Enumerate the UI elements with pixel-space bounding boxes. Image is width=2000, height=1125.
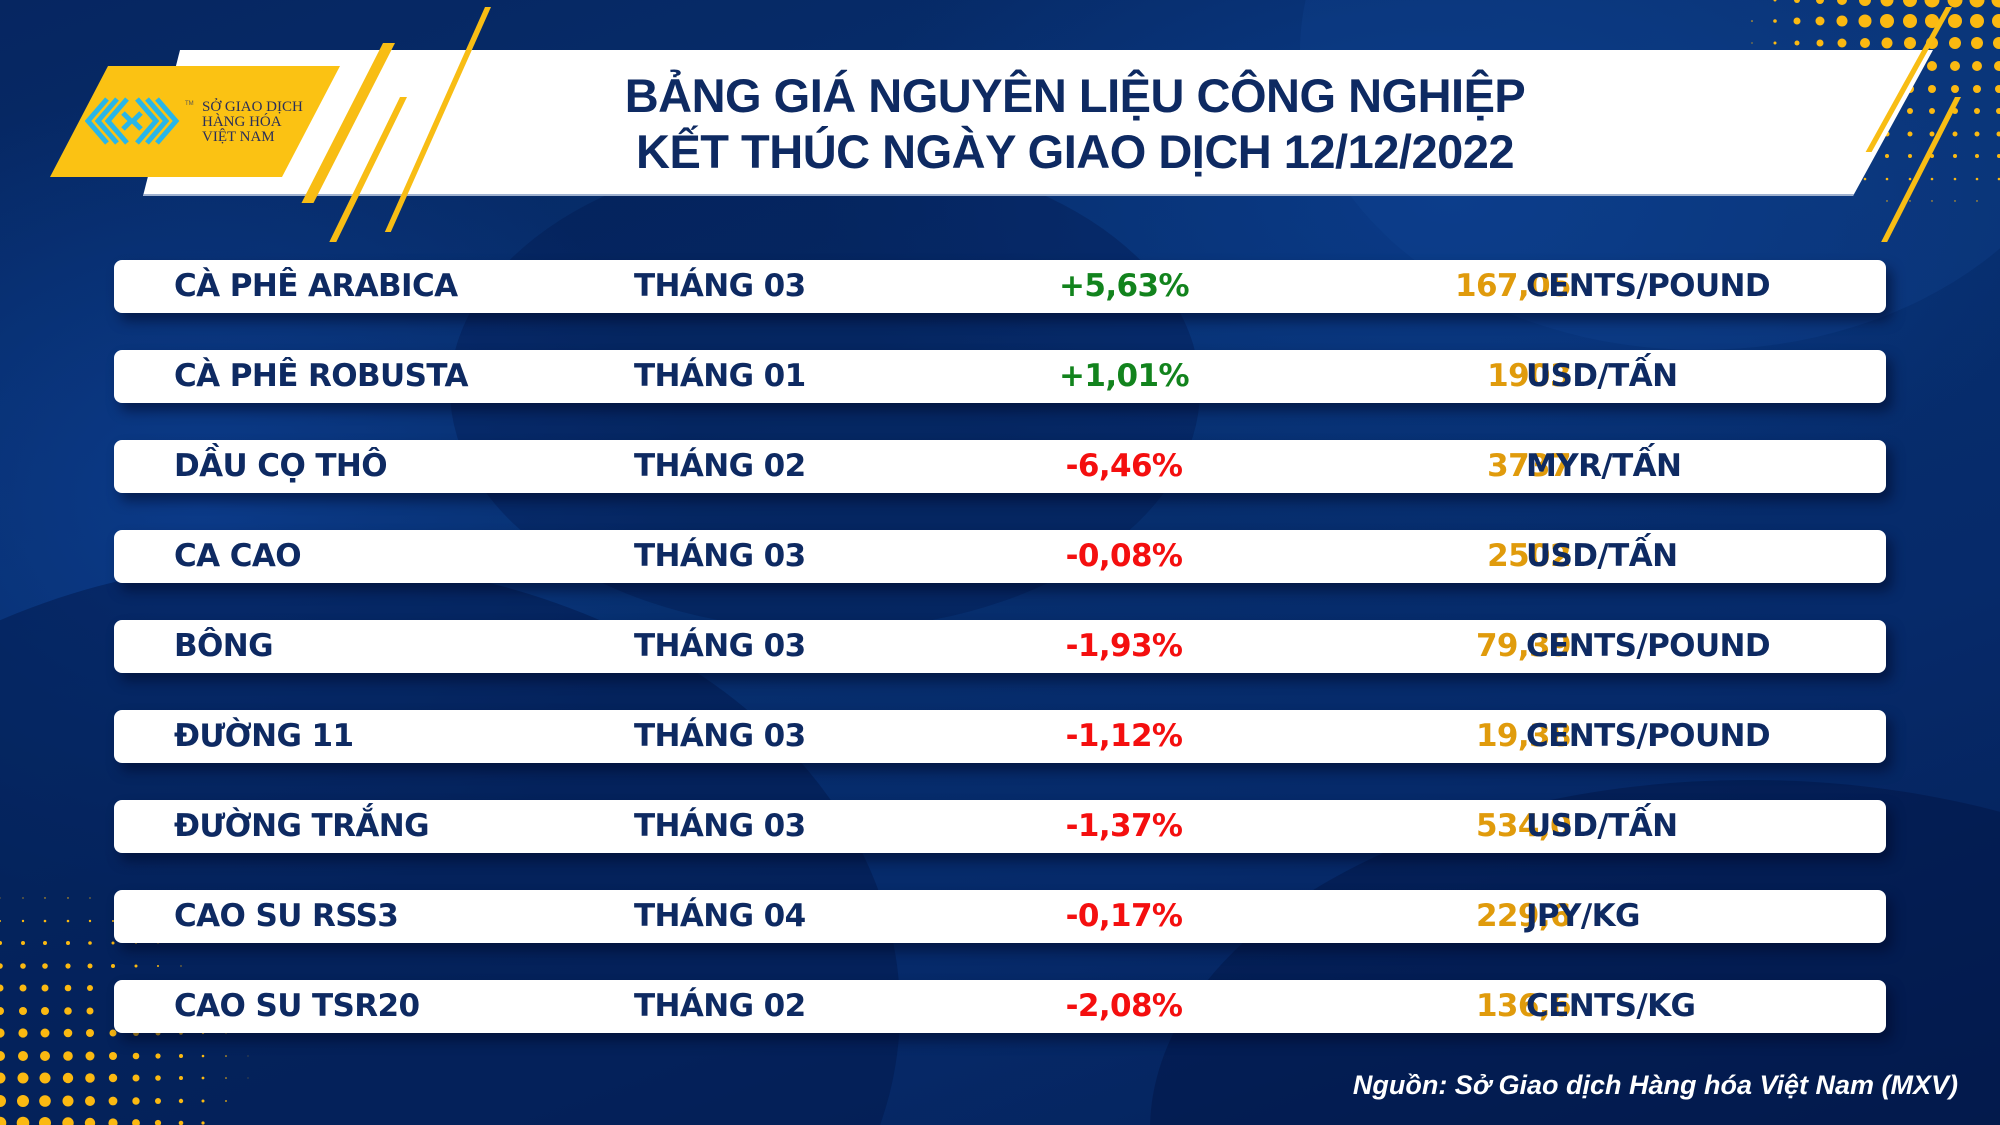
logo-text: SỞ GIAO DỊCH HÀNG HÓA VIỆT NAM bbox=[202, 100, 303, 145]
percent-change: -0,17% bbox=[1065, 898, 1183, 934]
percent-change: +1,01% bbox=[1059, 358, 1190, 394]
trademark-label: TM bbox=[185, 101, 194, 107]
table-row: ĐƯỜNG 11 THÁNG 03 -1,12% 19,38 CENTS/POU… bbox=[114, 710, 1886, 763]
price-value: 1903 bbox=[1487, 358, 1571, 394]
price-unit: CENTS/POUND bbox=[1526, 628, 1771, 664]
title-line-1: BẢNG GIÁ NGUYÊN LIỆU CÔNG NGHIỆP bbox=[624, 69, 1526, 122]
percent-change: -1,12% bbox=[1065, 718, 1183, 754]
percent-change: -1,93% bbox=[1065, 628, 1183, 664]
percent-change: -6,46% bbox=[1065, 448, 1183, 484]
commodity-name: BÔNG bbox=[174, 628, 274, 664]
price-value: 79,39 bbox=[1475, 628, 1572, 664]
table-row: CAO SU RSS3 THÁNG 04 -0,17% 229,6 JPY/KG bbox=[114, 890, 1886, 943]
percent-change: -1,37% bbox=[1065, 808, 1183, 844]
table-row: BÔNG THÁNG 03 -1,93% 79,39 CENTS/POUND bbox=[114, 620, 1886, 673]
logo-line-3: VIỆT NAM bbox=[202, 129, 275, 145]
percent-change: -0,08% bbox=[1065, 538, 1183, 574]
contract-month: THÁNG 03 bbox=[634, 808, 806, 844]
price-value: 167,05 bbox=[1454, 268, 1572, 304]
price-unit: USD/TẤN bbox=[1526, 538, 1678, 574]
price-unit: USD/TẤN bbox=[1526, 808, 1678, 844]
price-unit: USD/TẤN bbox=[1526, 358, 1678, 394]
table-row: CA CAO THÁNG 03 -0,08% 2502 USD/TẤN bbox=[114, 530, 1886, 583]
price-value: 19,38 bbox=[1475, 718, 1572, 754]
contract-month: THÁNG 03 bbox=[634, 538, 806, 574]
source-caption: Nguồn: Sở Giao dịch Hàng hóa Việt Nam (M… bbox=[1352, 1070, 1958, 1100]
page-title: BẢNG GIÁ NGUYÊN LIỆU CÔNG NGHIỆP KẾT THÚ… bbox=[440, 68, 1710, 180]
price-unit: CENTS/KG bbox=[1526, 988, 1696, 1024]
contract-month: THÁNG 02 bbox=[634, 988, 806, 1024]
price-unit: CENTS/POUND bbox=[1526, 718, 1771, 754]
header-banner bbox=[143, 50, 1933, 196]
table-row: ĐƯỜNG TRẮNG THÁNG 03 -1,37% 534,0 USD/TẤ… bbox=[114, 800, 1886, 853]
logo-line-1: SỞ GIAO DỊCH bbox=[202, 99, 303, 115]
contract-month: THÁNG 03 bbox=[634, 718, 806, 754]
halftone-dots-decoration bbox=[1700, 0, 2000, 210]
price-value: 229,6 bbox=[1475, 898, 1572, 934]
table-row: CÀ PHÊ ROBUSTA THÁNG 01 +1,01% 1903 USD/… bbox=[114, 350, 1886, 403]
price-unit: CENTS/POUND bbox=[1526, 268, 1771, 304]
contract-month: THÁNG 03 bbox=[634, 628, 806, 664]
price-value: 3737 bbox=[1487, 448, 1571, 484]
percent-change: +5,63% bbox=[1059, 268, 1190, 304]
percent-change: -2,08% bbox=[1065, 988, 1183, 1024]
price-value: 534,0 bbox=[1475, 808, 1572, 844]
price-value: 2502 bbox=[1487, 538, 1571, 574]
commodity-name: DẦU CỌ THÔ bbox=[174, 448, 388, 484]
commodity-name: CA CAO bbox=[174, 538, 302, 574]
title-line-2: KẾT THÚC NGÀY GIAO DỊCH 12/12/2022 bbox=[636, 125, 1515, 178]
commodity-name: CAO SU RSS3 bbox=[174, 898, 399, 934]
mxv-logo-icon bbox=[84, 96, 185, 152]
table-row: CÀ PHÊ ARABICA THÁNG 03 +5,63% 167,05 CE… bbox=[114, 260, 1886, 313]
contract-month: THÁNG 03 bbox=[634, 268, 806, 304]
contract-month: THÁNG 04 bbox=[634, 898, 806, 934]
logo-line-2: HÀNG HÓA bbox=[202, 114, 282, 130]
table-row: CAO SU TSR20 THÁNG 02 -2,08% 136,6 CENTS… bbox=[114, 980, 1886, 1033]
price-unit: MYR/TẤN bbox=[1526, 448, 1682, 484]
table-row: DẦU CỌ THÔ THÁNG 02 -6,46% 3737 MYR/TẤN bbox=[114, 440, 1886, 493]
commodity-name: CAO SU TSR20 bbox=[174, 988, 420, 1024]
contract-month: THÁNG 02 bbox=[634, 448, 806, 484]
price-value: 136,6 bbox=[1475, 988, 1572, 1024]
commodity-name: CÀ PHÊ ROBUSTA bbox=[174, 358, 468, 394]
halftone-dots-decoration bbox=[0, 890, 260, 1125]
price-unit: JPY/KG bbox=[1526, 898, 1641, 934]
commodity-name: ĐƯỜNG TRẮNG bbox=[174, 808, 430, 844]
contract-month: THÁNG 01 bbox=[634, 358, 806, 394]
commodity-name: CÀ PHÊ ARABICA bbox=[174, 268, 458, 304]
commodity-name: ĐƯỜNG 11 bbox=[174, 718, 354, 754]
